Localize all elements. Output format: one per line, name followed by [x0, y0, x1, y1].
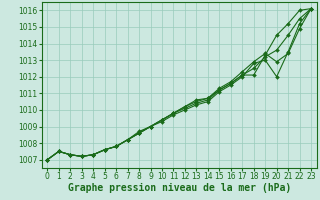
X-axis label: Graphe pression niveau de la mer (hPa): Graphe pression niveau de la mer (hPa) [68, 183, 291, 193]
